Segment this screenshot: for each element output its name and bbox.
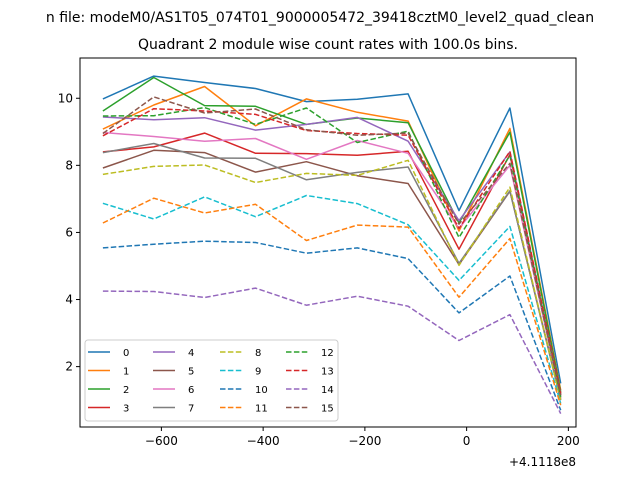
legend-label-8: 8 (255, 348, 261, 359)
legend-label-1: 1 (123, 367, 129, 378)
axes-frame (79, 57, 577, 428)
legend-label-5: 5 (188, 367, 194, 378)
series-line-11 (102, 197, 562, 406)
series-layer (102, 75, 562, 414)
suptitle: n file: modeM0/AS1T05_074T01_9000005472_… (46, 10, 594, 26)
y-tick-label: 2 (65, 360, 73, 374)
series-line-0 (102, 75, 562, 384)
series-line-14 (102, 287, 562, 414)
legend-label-13: 13 (321, 367, 334, 378)
legend-frame (84, 339, 339, 422)
x-tick-label: −200 (348, 434, 381, 448)
x-tick-label: 200 (557, 434, 580, 448)
x-tick-label: 0 (463, 434, 471, 448)
series-line-1 (102, 85, 562, 391)
legend-label-12: 12 (321, 348, 334, 359)
series-line-4 (102, 116, 562, 396)
series-line-8 (102, 159, 562, 401)
chart-title: Quadrant 2 module wise count rates with … (138, 37, 518, 53)
legend-label-15: 15 (321, 404, 334, 415)
series-line-10 (102, 240, 562, 411)
series-line-3 (102, 132, 562, 394)
legend-label-10: 10 (255, 385, 268, 396)
series-line-12 (102, 106, 562, 397)
series-line-9 (102, 194, 562, 404)
legend-label-3: 3 (123, 404, 129, 415)
legend-label-11: 11 (255, 404, 268, 415)
y-tick-label: 6 (65, 225, 73, 239)
legend-label-9: 9 (255, 367, 261, 378)
legend-label-4: 4 (188, 348, 194, 359)
x-offset-label: +4.1118e8 (509, 455, 576, 469)
y-tick-label: 8 (65, 158, 73, 172)
legend-label-6: 6 (188, 385, 194, 396)
x-tick-label: −600 (145, 434, 178, 448)
y-tick-label: 10 (58, 91, 73, 105)
x-tick-label: −400 (247, 434, 280, 448)
legend-label-14: 14 (321, 385, 334, 396)
series-line-6 (102, 131, 562, 397)
y-axis: 2 4 6 8 10 (58, 91, 80, 374)
legend-label-7: 7 (188, 404, 194, 415)
x-axis: −600 −400 −200 0 200 (145, 427, 580, 448)
plot-area (79, 57, 577, 428)
legend-label-0: 0 (123, 348, 129, 359)
legend-label-2: 2 (123, 385, 129, 396)
y-tick-label: 4 (65, 293, 73, 307)
series-line-15 (102, 96, 562, 396)
